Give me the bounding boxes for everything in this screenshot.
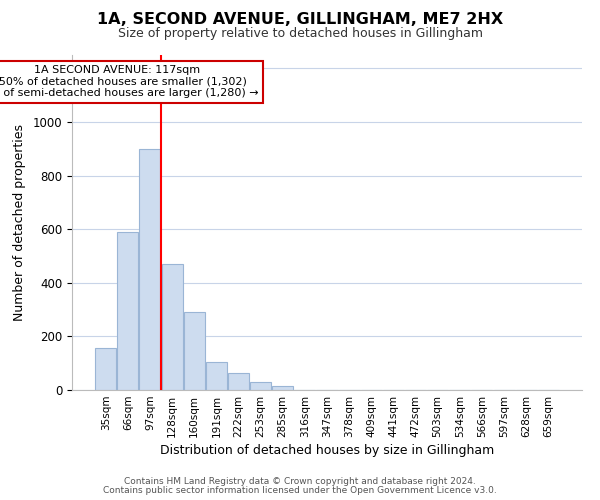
Text: 1A SECOND AVENUE: 117sqm
← 50% of detached houses are smaller (1,302)
49% of sem: 1A SECOND AVENUE: 117sqm ← 50% of detach… xyxy=(0,65,259,98)
Text: 1A, SECOND AVENUE, GILLINGHAM, ME7 2HX: 1A, SECOND AVENUE, GILLINGHAM, ME7 2HX xyxy=(97,12,503,28)
Bar xyxy=(139,149,160,390)
Text: Contains public sector information licensed under the Open Government Licence v3: Contains public sector information licen… xyxy=(103,486,497,495)
Bar xyxy=(95,348,116,390)
Bar xyxy=(228,372,249,390)
Bar xyxy=(250,382,271,390)
X-axis label: Distribution of detached houses by size in Gillingham: Distribution of detached houses by size … xyxy=(160,444,494,457)
Bar xyxy=(206,362,227,390)
Bar xyxy=(161,264,182,390)
Y-axis label: Number of detached properties: Number of detached properties xyxy=(13,124,26,321)
Bar xyxy=(184,312,205,390)
Text: Contains HM Land Registry data © Crown copyright and database right 2024.: Contains HM Land Registry data © Crown c… xyxy=(124,477,476,486)
Bar xyxy=(118,232,139,390)
Bar xyxy=(272,386,293,390)
Text: Size of property relative to detached houses in Gillingham: Size of property relative to detached ho… xyxy=(118,28,482,40)
